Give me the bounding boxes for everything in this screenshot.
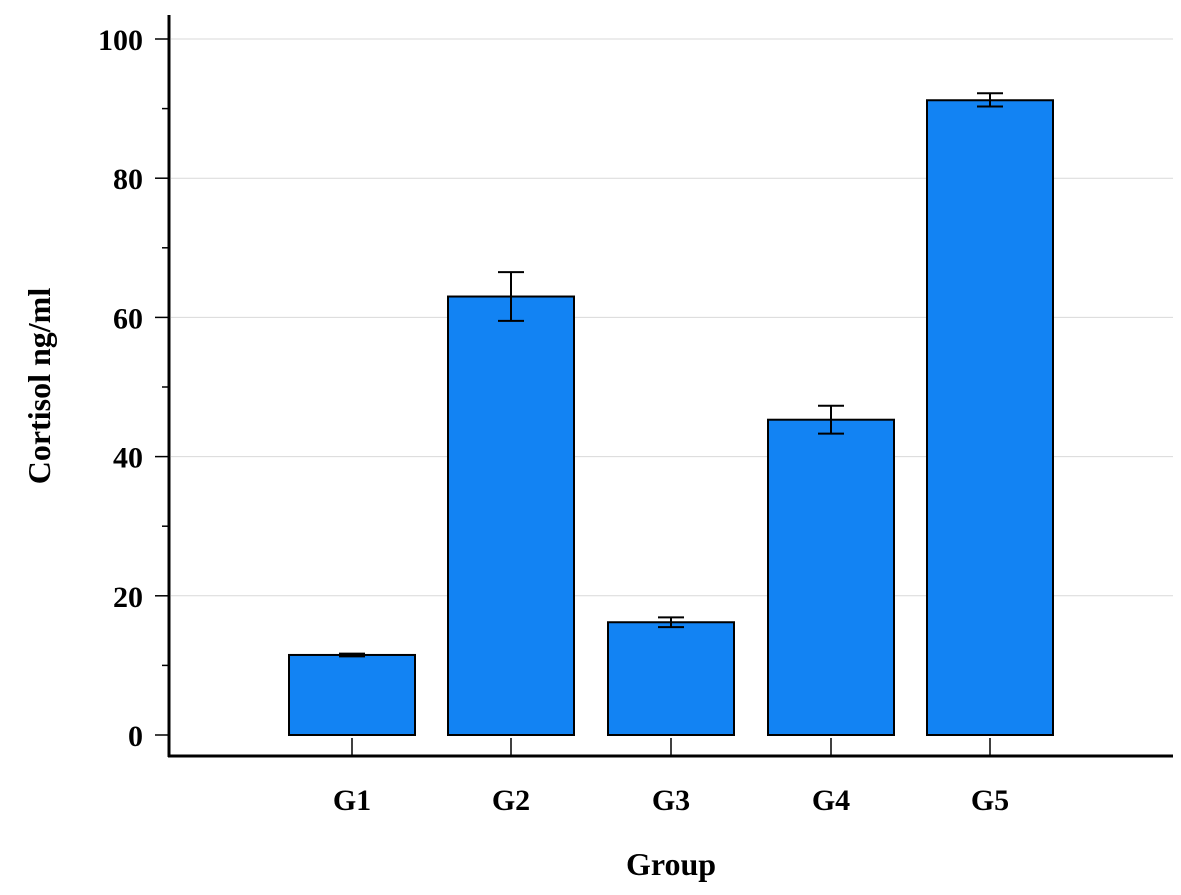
x-tick-label: G5 (971, 784, 1009, 817)
bars-layer (288, 92, 1054, 737)
x-tick-label: G3 (652, 784, 690, 817)
x-axis-title: Group (626, 846, 716, 882)
bar-g5 (926, 99, 1054, 737)
bar-g4 (767, 418, 895, 736)
y-tick-label: 80 (113, 163, 143, 196)
x-tick-label: G2 (492, 784, 530, 817)
bar-g3 (607, 621, 735, 736)
bar-g2 (447, 295, 575, 736)
y-tick-label: 40 (113, 442, 143, 475)
y-axis-title: Cortisol ng/ml (21, 288, 57, 485)
y-tick-label: 100 (98, 24, 143, 57)
x-tick-label: G4 (812, 784, 850, 817)
y-tick-label: 0 (128, 720, 143, 753)
x-tick-label: G1 (333, 784, 371, 817)
bar-g1 (288, 653, 416, 737)
y-tick-label: 20 (113, 581, 143, 614)
y-tick-label: 60 (113, 302, 143, 335)
ticks-layer: 0 20 40 60 80 100 G1 G2 G3 G4 G5 (98, 24, 1009, 817)
